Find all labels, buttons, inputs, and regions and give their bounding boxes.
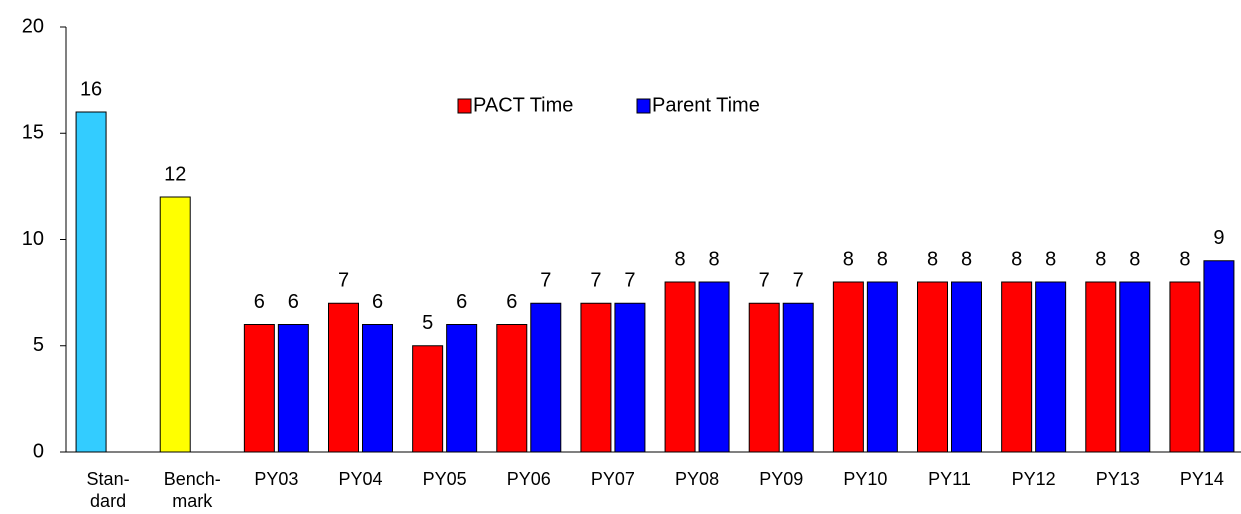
x-tick-label: Stan-: [87, 469, 130, 489]
value-label: 8: [961, 248, 972, 270]
value-label: 8: [843, 248, 854, 270]
bar: [832, 281, 864, 453]
bar: [412, 345, 444, 453]
bar: [1001, 281, 1033, 453]
value-label: 6: [506, 291, 517, 313]
value-label: 8: [1129, 248, 1140, 270]
value-label: 7: [590, 270, 601, 292]
value-label: 5: [422, 312, 433, 334]
y-tick-label: 15: [22, 122, 44, 144]
bar: [530, 302, 562, 453]
bar: [951, 281, 982, 453]
x-tick-label: mark: [172, 491, 213, 511]
x-tick-label: PY03: [254, 469, 298, 489]
bar: [1169, 281, 1201, 453]
legend-swatch: [457, 98, 472, 114]
legend-swatch: [636, 98, 651, 114]
x-tick-label: PY13: [1096, 469, 1140, 489]
x-tick-label: dard: [90, 491, 126, 511]
x-tick-label: PY05: [423, 469, 467, 489]
value-label: 8: [1179, 248, 1190, 270]
value-label: 8: [1045, 248, 1056, 270]
value-label: 6: [288, 291, 299, 313]
bar: [917, 281, 948, 453]
bar: [782, 302, 814, 453]
bar: [748, 302, 780, 453]
value-label: 8: [1011, 248, 1022, 270]
value-label: 8: [675, 248, 686, 270]
x-tick-label: PY14: [1180, 469, 1224, 489]
x-tick-label: Bench-: [164, 469, 221, 489]
value-label: 7: [793, 270, 804, 292]
bar: [866, 281, 898, 453]
bar: [446, 324, 478, 453]
value-label: 7: [624, 270, 635, 292]
bar: [362, 324, 393, 453]
value-label: 7: [759, 270, 770, 292]
bar: [580, 302, 612, 453]
value-label: 16: [80, 78, 102, 100]
bar: [75, 111, 107, 453]
bar: [159, 196, 191, 453]
x-tick-label: PY07: [591, 469, 635, 489]
x-tick-label: PY04: [338, 469, 382, 489]
bar: [614, 302, 646, 453]
value-label: 12: [164, 163, 186, 185]
value-label: 8: [1095, 248, 1106, 270]
value-label: 8: [709, 248, 720, 270]
x-tick-label: PY11: [928, 469, 971, 489]
value-label: 9: [1213, 227, 1224, 249]
bar: [496, 324, 528, 453]
legend-label: Parent Time: [652, 94, 760, 116]
bar: [698, 281, 730, 453]
bar: [1085, 281, 1117, 453]
bar: [1035, 281, 1067, 453]
value-label: 7: [338, 270, 349, 292]
value-label: 8: [927, 248, 938, 270]
y-tick-label: 0: [33, 440, 44, 462]
x-tick-label: PY09: [759, 469, 803, 489]
value-label: 7: [540, 270, 551, 292]
value-label: 8: [877, 248, 888, 270]
bar: [243, 324, 275, 453]
y-tick-label: 20: [22, 15, 44, 37]
y-tick-label: 5: [33, 334, 44, 356]
bar: [328, 302, 359, 453]
x-tick-label: PY06: [507, 469, 551, 489]
x-tick-label: PY08: [675, 469, 719, 489]
value-label: 6: [254, 291, 265, 313]
bar: [1203, 260, 1235, 453]
x-tick-label: PY10: [843, 469, 887, 489]
bar: [664, 281, 696, 453]
bar: [277, 324, 309, 453]
x-tick-label: PY12: [1012, 469, 1056, 489]
legend-label: PACT Time: [473, 94, 573, 116]
value-label: 6: [372, 291, 383, 313]
bar: [1119, 281, 1151, 453]
value-label: 6: [456, 291, 467, 313]
y-tick-label: 10: [22, 228, 44, 250]
